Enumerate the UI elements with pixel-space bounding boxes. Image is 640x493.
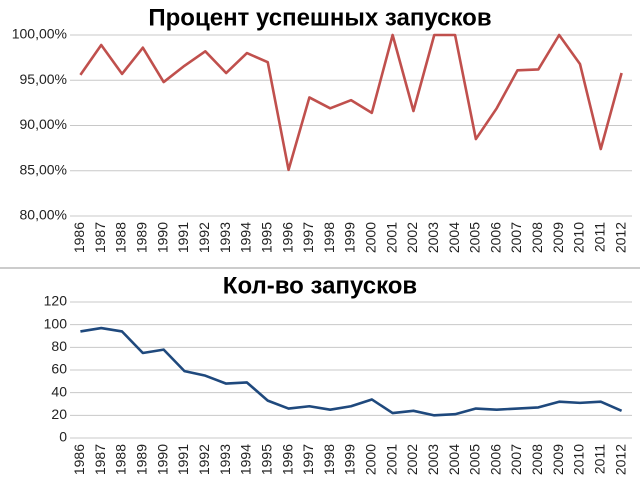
y-tick-label: 100,00% — [12, 26, 67, 42]
x-tick-label: 2008 — [529, 222, 545, 253]
x-tick-label: 1992 — [196, 444, 212, 475]
y-tick-label: 95,00% — [20, 71, 67, 87]
x-tick-label: 2000 — [363, 444, 379, 475]
x-tick-label: 2011 — [591, 444, 607, 474]
x-tick-label: 1987 — [92, 444, 108, 475]
x-tick-label: 1993 — [217, 444, 233, 475]
y-tick-label: 40 — [51, 383, 67, 399]
x-tick-label: 2008 — [529, 444, 545, 475]
x-tick-label: 2004 — [446, 222, 462, 253]
x-tick-label: 1997 — [300, 222, 316, 253]
x-tick-label: 1993 — [217, 222, 233, 253]
data-line — [80, 326, 623, 417]
x-tick-label: 1999 — [342, 222, 358, 253]
x-tick-label: 1988 — [113, 444, 129, 475]
y-tick-label: 0 — [59, 429, 67, 445]
chart-title: Процент успешных запусков — [148, 4, 491, 31]
x-tick-label: 2002 — [404, 222, 420, 253]
x-tick-label: 1992 — [196, 222, 212, 253]
x-tick-label: 2003 — [425, 222, 441, 253]
x-tick-label: 1996 — [279, 444, 295, 475]
y-tick-label: 80 — [51, 338, 67, 354]
x-tick-label: 2005 — [467, 222, 483, 253]
x-tick-label: 1998 — [321, 444, 337, 475]
y-tick-label: 85,00% — [20, 161, 67, 177]
x-tick-label: 1995 — [258, 444, 274, 475]
y-tick-label: 120 — [44, 293, 68, 309]
x-tick-label: 2010 — [571, 222, 587, 253]
y-tick-label: 20 — [51, 406, 67, 422]
x-tick-label: 1994 — [238, 444, 254, 475]
x-tick-label: 1989 — [134, 222, 150, 253]
x-tick-label: 2003 — [425, 444, 441, 475]
y-tick-label: 80,00% — [20, 207, 67, 223]
x-tick-label: 1988 — [113, 222, 129, 253]
x-tick-label: 1989 — [134, 444, 150, 475]
x-tick-label: 2002 — [404, 444, 420, 475]
x-tick-label: 2007 — [508, 222, 524, 253]
data-line — [79, 33, 623, 172]
x-tick-label: 1991 — [175, 222, 191, 253]
x-tick-label: 2011 — [591, 222, 607, 252]
x-tick-label: 2004 — [446, 444, 462, 475]
y-tick-label: 60 — [51, 361, 67, 377]
x-tick-label: 1986 — [71, 222, 87, 253]
x-tick-label: 1997 — [300, 444, 316, 475]
x-tick-label: 2012 — [612, 444, 628, 475]
x-tick-label: 1995 — [258, 222, 274, 253]
chart-title: Кол-во запусков — [223, 272, 417, 299]
x-tick-label: 1990 — [154, 222, 170, 253]
x-tick-label: 1987 — [92, 222, 108, 253]
x-tick-label: 1996 — [279, 222, 295, 253]
x-tick-label: 2006 — [487, 444, 503, 475]
x-tick-label: 2007 — [508, 444, 524, 475]
x-tick-label: 2006 — [487, 222, 503, 253]
x-tick-label: 1991 — [175, 444, 191, 475]
x-tick-label: 1990 — [154, 444, 170, 475]
y-tick-label: 100 — [44, 315, 68, 331]
x-tick-label: 2005 — [467, 444, 483, 475]
x-tick-label: 2009 — [550, 444, 566, 475]
x-tick-label: 2001 — [383, 222, 399, 253]
x-tick-label: 1994 — [238, 222, 254, 253]
x-tick-label: 2010 — [571, 444, 587, 475]
x-tick-label: 2009 — [550, 222, 566, 253]
y-tick-label: 90,00% — [20, 116, 67, 132]
x-tick-label: 2000 — [363, 222, 379, 253]
x-tick-label: 2012 — [612, 222, 628, 253]
x-tick-label: 1999 — [342, 444, 358, 475]
x-tick-label: 1986 — [71, 444, 87, 475]
x-tick-label: 2001 — [383, 444, 399, 475]
x-tick-label: 1998 — [321, 222, 337, 253]
